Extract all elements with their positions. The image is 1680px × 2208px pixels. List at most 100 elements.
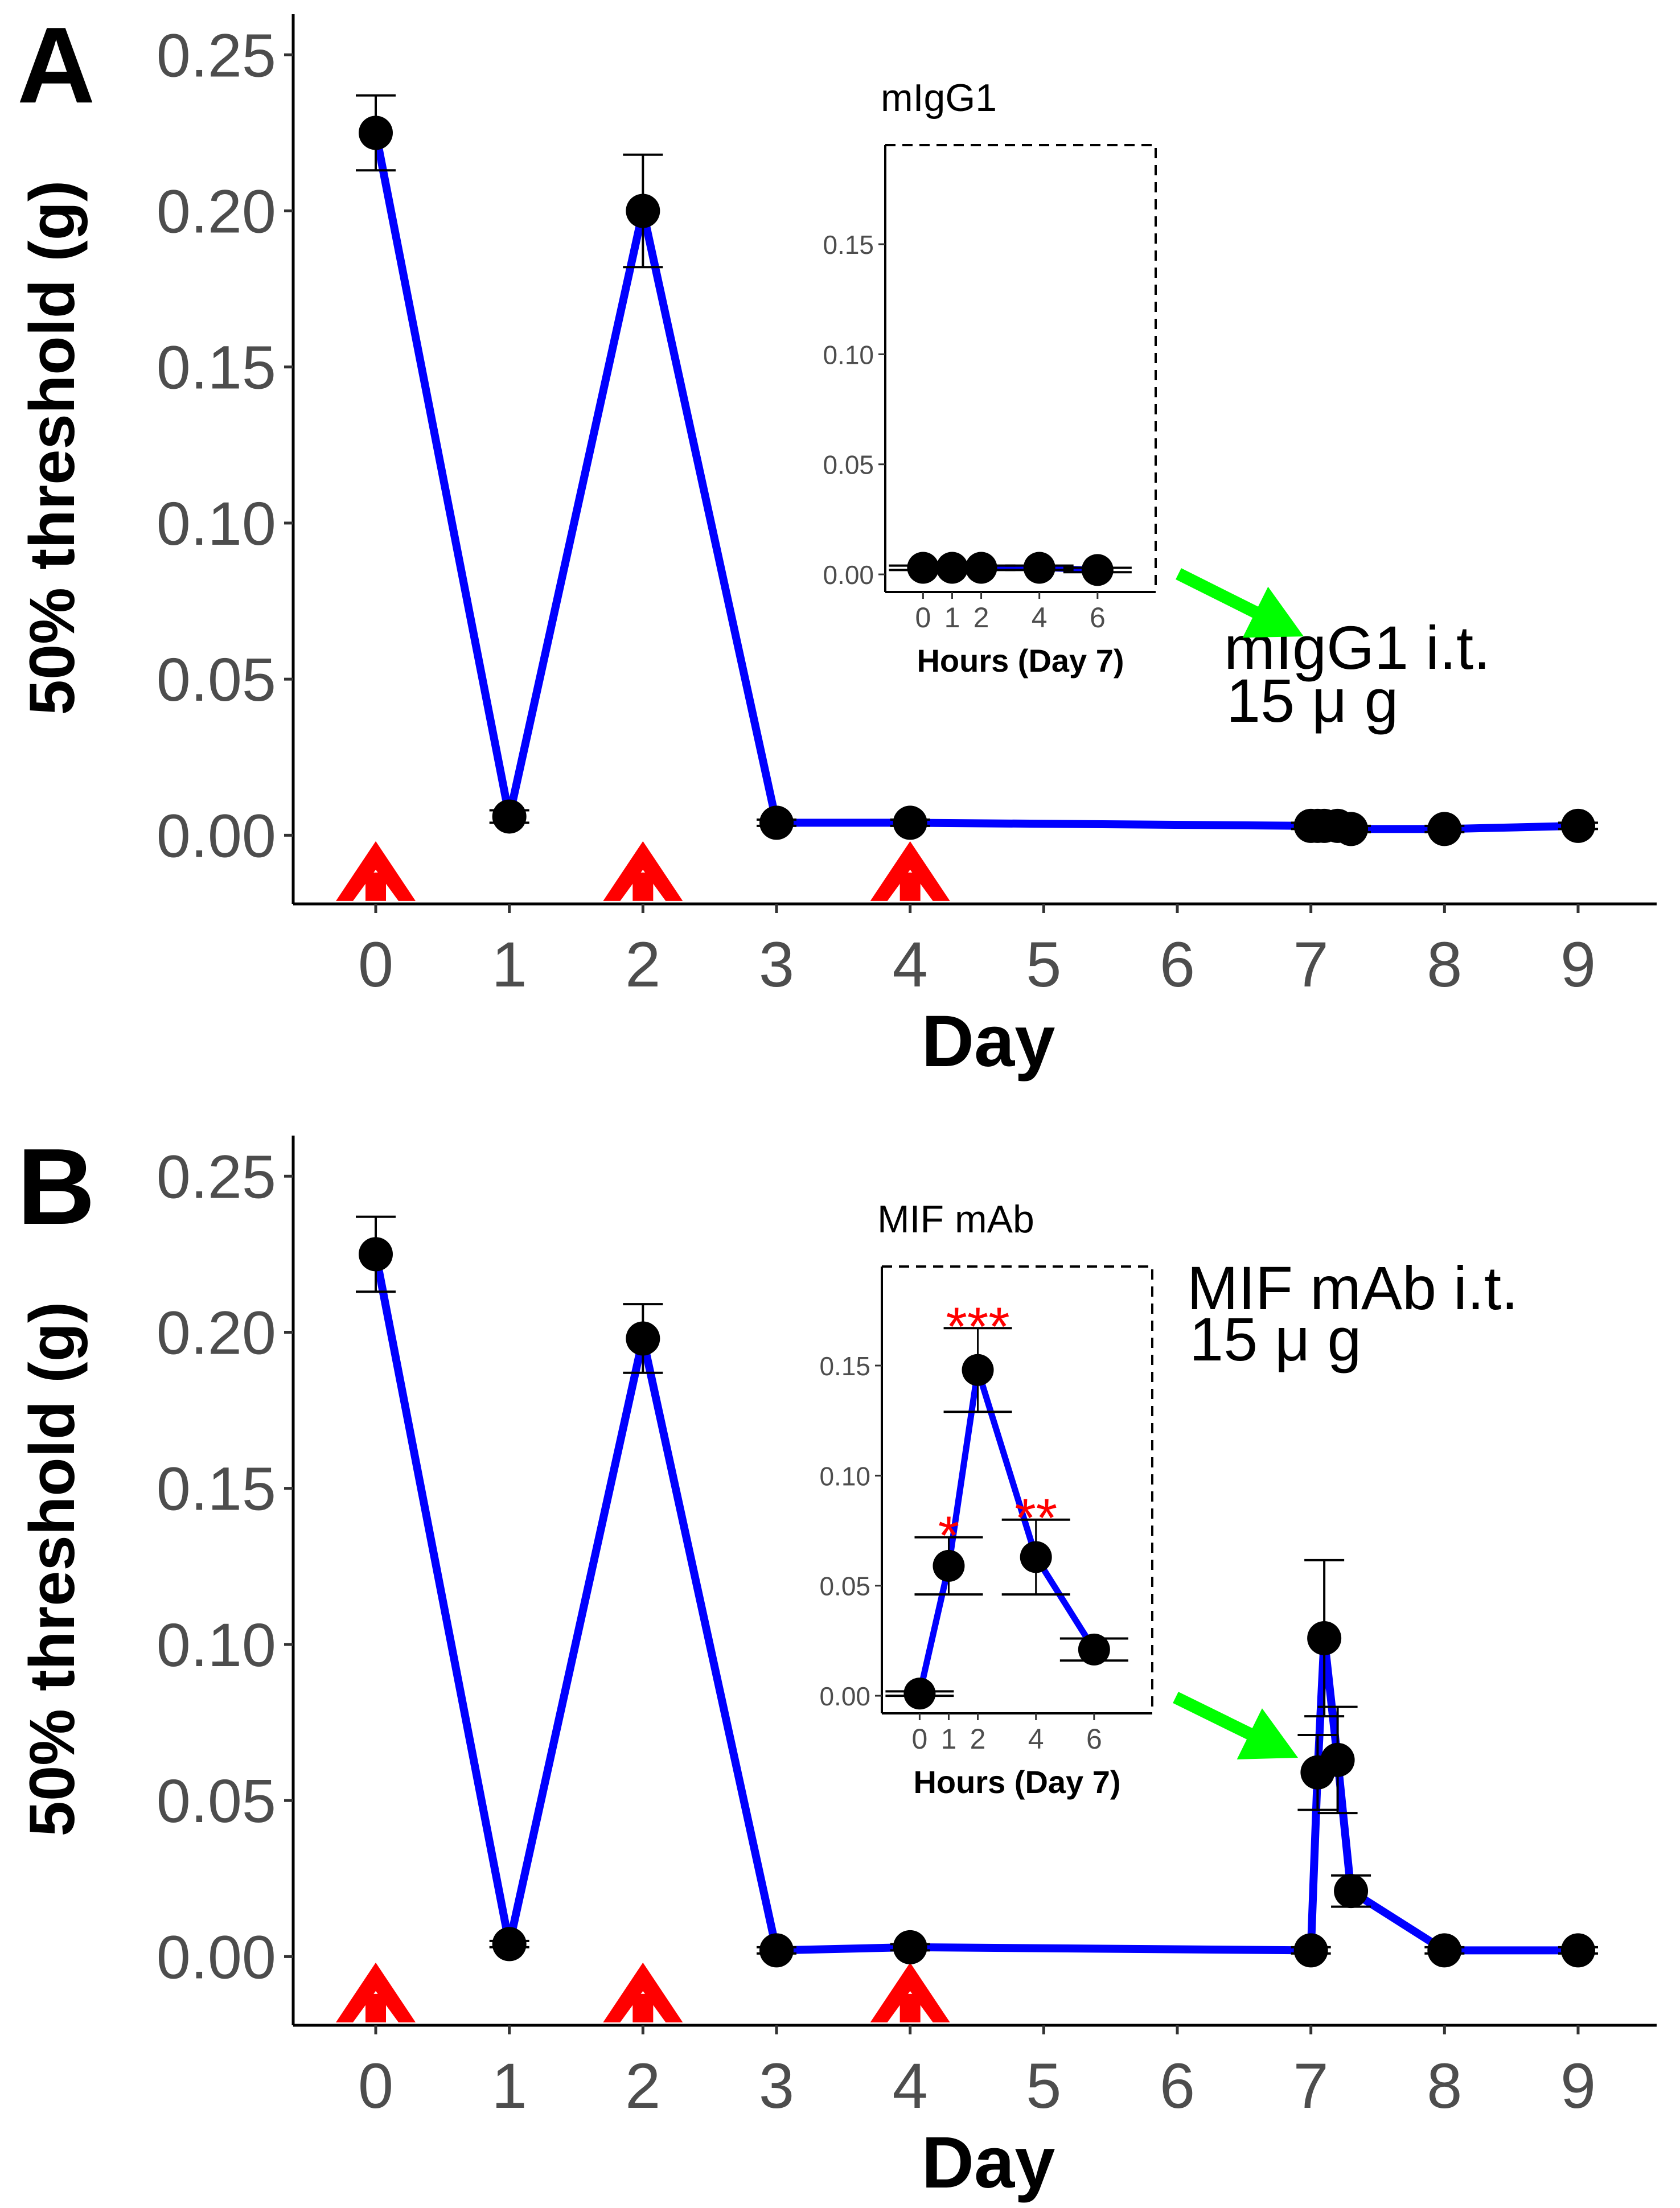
inset-y-tick-label: 0.00 <box>823 560 874 590</box>
data-point <box>893 805 927 840</box>
x-tick-label: 0 <box>358 929 393 1000</box>
data-point <box>759 805 794 840</box>
x-tick-label: 1 <box>492 929 527 1000</box>
injection-arrow-stem <box>632 1994 653 2022</box>
inset-title: mIgG1 <box>881 76 997 120</box>
panel-b: B0.000.050.100.150.200.250 1 2 3 4 5 6 7 8 9Day50… <box>17 1126 1657 2203</box>
figure: A0.000.050.100.150.200.250 1 2 3 4 5 6 7 8 9Day50… <box>0 0 1680 2208</box>
y-tick-label: 0.20 <box>157 1298 276 1367</box>
data-point <box>1427 1933 1461 1967</box>
annotation-line2: 15 μ g <box>1226 666 1398 735</box>
inset-y-tick-label: 0.00 <box>819 1681 870 1711</box>
inset-title: MIF mAb <box>877 1198 1034 1241</box>
inset-a: mIgG1 0.00 0.05 0.10 0.15 0 1 2 4 6 Hours (Day 7) <box>823 76 1156 679</box>
x-tick-label: 4 <box>893 929 928 1000</box>
data-point <box>1307 1621 1341 1655</box>
inset-x-tick-label: 4 <box>1032 602 1048 634</box>
inset-x-tick-label: 0 <box>911 1723 927 1755</box>
inset-y-tick-label: 0.05 <box>819 1572 870 1601</box>
y-tick-label: 0.15 <box>157 1454 276 1523</box>
y-tick-label: 0.10 <box>157 1610 276 1679</box>
x-tick-label: 2 <box>625 2050 660 2121</box>
x-tick-label: 5 <box>1026 2050 1061 2121</box>
y-tick-label: 0.00 <box>157 1922 276 1991</box>
y-tick-label: 0.20 <box>157 177 276 246</box>
x-tick-label: 3 <box>759 929 794 1000</box>
inset-x-tick-label: 6 <box>1090 602 1106 634</box>
inset-x-tick-label: 2 <box>970 1723 986 1755</box>
x-tick-label: 8 <box>1427 929 1462 1000</box>
data-point <box>626 194 660 228</box>
y-tick-label: 0.10 <box>157 489 276 558</box>
y-axis-label: 50% threshold (g) <box>17 1302 88 1837</box>
data-point <box>1427 812 1461 846</box>
data-point <box>1334 1874 1368 1908</box>
inset-y-tick-label: 0.05 <box>823 450 874 480</box>
inset-b: MIF mAb 0.00 0.05 0.10 0.15 0 1 2 4 6 Hours (Day 7… <box>819 1198 1152 1800</box>
panel-letter-a: A <box>17 5 95 126</box>
y-tick-label: 0.15 <box>157 333 276 402</box>
inset-y-tick-label: 0.15 <box>823 230 874 260</box>
x-tick-label: 7 <box>1293 2050 1329 2121</box>
inset-data-point <box>907 552 939 583</box>
x-axis-label: Day <box>922 2122 1055 2203</box>
significance-stars: ** <box>1014 1488 1057 1549</box>
inset-x-axis-label: Hours (Day 7) <box>913 1764 1120 1800</box>
data-point <box>492 799 527 833</box>
data-point <box>492 1927 527 1961</box>
x-tick-label: 4 <box>893 2050 928 2121</box>
data-point <box>1561 809 1595 843</box>
data-point <box>626 1321 660 1355</box>
data-point <box>1321 1743 1355 1777</box>
inset-data-point <box>903 1677 935 1709</box>
x-tick-label: 7 <box>1293 929 1329 1000</box>
inset-x-tick-label: 4 <box>1028 1723 1044 1755</box>
inset-data-point <box>962 1354 994 1386</box>
inset-x-tick-label: 2 <box>974 602 989 634</box>
inset-x-tick-label: 1 <box>944 602 960 634</box>
injection-arrow-stem <box>365 1994 386 2022</box>
data-point <box>359 1237 393 1271</box>
data-point <box>759 1933 794 1967</box>
significance-stars: * <box>938 1506 959 1566</box>
y-tick-label: 0.25 <box>157 20 276 89</box>
x-tick-label: 9 <box>1560 929 1596 1000</box>
inset-y-tick-label: 0.10 <box>823 340 874 369</box>
y-axis-label: 50% threshold (g) <box>17 180 88 716</box>
inset-data-point <box>936 552 968 583</box>
panel-a: A0.000.050.100.150.200.250 1 2 3 4 5 6 7 8 9Day50… <box>17 5 1657 1082</box>
injection-arrow-stem <box>365 873 386 901</box>
x-tick-label: 0 <box>358 2050 393 2121</box>
x-tick-label: 5 <box>1026 929 1061 1000</box>
panel-letter-b: B <box>17 1126 95 1247</box>
data-point <box>893 1930 927 1964</box>
inset-data-point <box>1078 1634 1110 1666</box>
y-tick-label: 0.05 <box>157 1766 276 1835</box>
inset-frame <box>885 145 1156 592</box>
inset-y-tick-label: 0.10 <box>819 1461 870 1491</box>
data-point <box>359 116 393 150</box>
x-axis-label: Day <box>922 1001 1055 1082</box>
x-tick-label: 1 <box>492 2050 527 2121</box>
significance-stars: *** <box>946 1296 1010 1357</box>
inset-x-axis-label: Hours (Day 7) <box>917 643 1124 679</box>
inset-x-tick-label: 0 <box>915 602 931 634</box>
y-tick-label: 0.25 <box>157 1142 276 1211</box>
x-tick-label: 6 <box>1160 2050 1195 2121</box>
y-tick-label: 0.05 <box>157 645 276 714</box>
inset-x-tick-label: 1 <box>941 1723 957 1755</box>
injection-arrow-stem <box>900 873 921 901</box>
inset-data-point <box>1082 554 1114 586</box>
y-tick-label: 0.00 <box>157 801 276 870</box>
injection-arrow-stem <box>632 873 653 901</box>
inset-data-point <box>1024 552 1055 583</box>
annotation-line2: 15 μ g <box>1189 1305 1361 1374</box>
inset-x-tick-label: 6 <box>1086 1723 1102 1755</box>
x-tick-label: 2 <box>625 929 660 1000</box>
x-tick-label: 6 <box>1160 929 1195 1000</box>
inset-data-point <box>966 552 997 583</box>
data-point <box>1561 1933 1595 1967</box>
injection-arrow-stem <box>900 1994 921 2022</box>
data-point <box>1294 1933 1328 1967</box>
data-point <box>1334 812 1368 846</box>
